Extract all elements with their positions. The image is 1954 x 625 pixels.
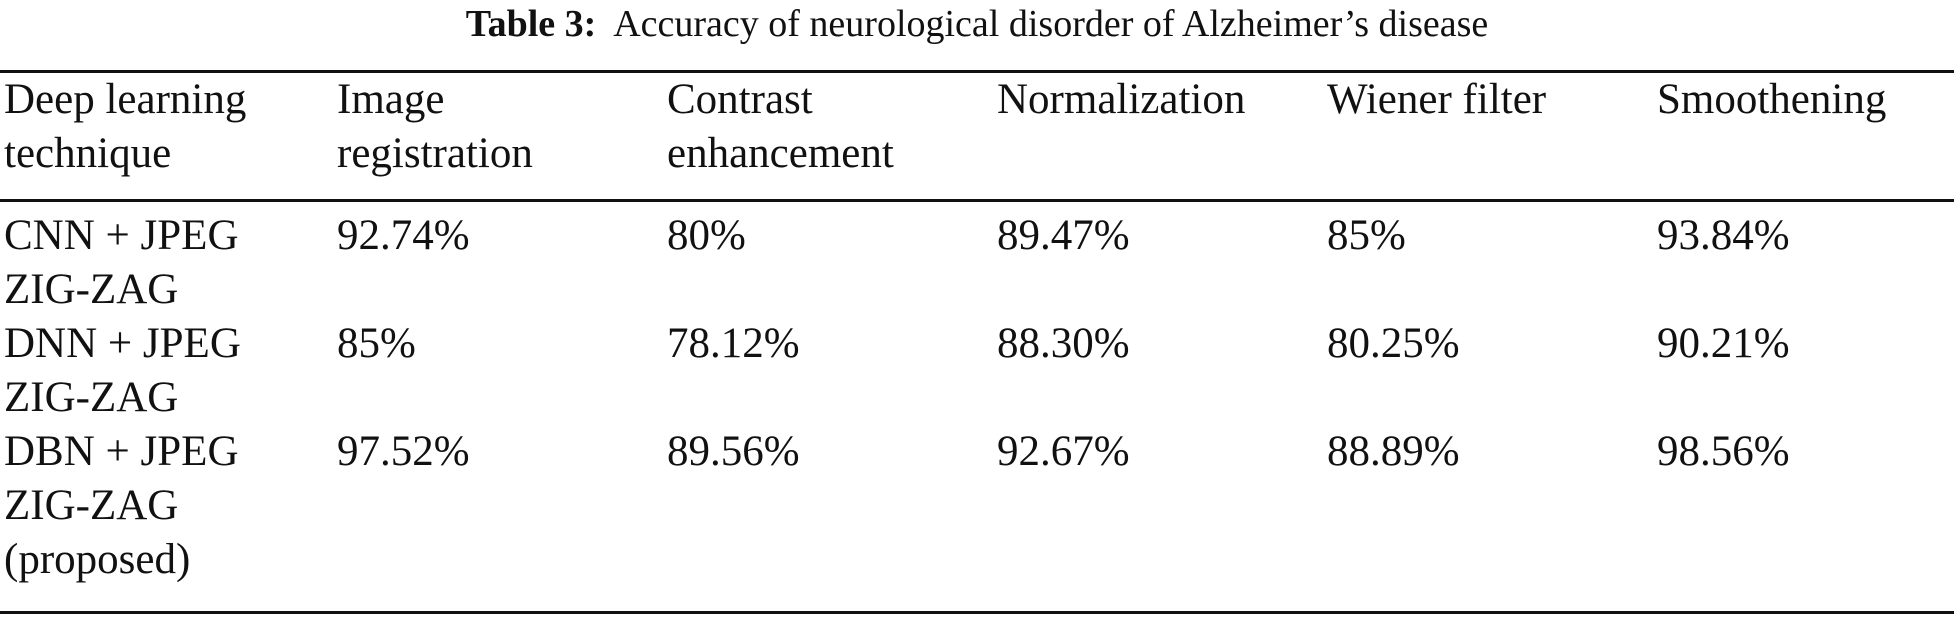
smoothening-cell: 93.84%	[1657, 212, 1790, 259]
header-wiener-filter: Wiener filter	[1327, 76, 1547, 123]
wiener-filter-cell: 88.89%	[1327, 428, 1460, 475]
table-header-rule	[0, 199, 1954, 202]
table-caption-text: Accuracy of neurological disorder of Alz…	[613, 3, 1489, 45]
table-row: CNN + JPEG ZIG-ZAG 92.74% 80% 89.47% 85%…	[0, 199, 1954, 317]
table-bottom-rule	[0, 611, 1954, 614]
contrast-enhancement-cell: 89.56%	[667, 428, 800, 475]
table-caption-label: Table 3:	[465, 3, 597, 45]
normalization-cell: 92.67%	[997, 428, 1130, 475]
table-header-row: Deep learning technique Image registrati…	[0, 73, 1954, 199]
wiener-filter-cell: 85%	[1327, 212, 1406, 259]
header-image-registration: Image registration	[337, 76, 533, 177]
header-normalization: Normalization	[997, 76, 1246, 123]
smoothening-cell: 90.21%	[1657, 320, 1790, 367]
technique-cell: DNN + JPEG ZIG-ZAG	[4, 320, 241, 421]
header-deep-learning-technique: Deep learning technique	[4, 76, 247, 177]
image-registration-cell: 97.52%	[337, 428, 470, 475]
technique-cell: DBN + JPEG ZIG-ZAG (proposed)	[4, 428, 239, 583]
wiener-filter-cell: 80.25%	[1327, 320, 1460, 367]
table-top-rule	[0, 70, 1954, 73]
image-registration-cell: 92.74%	[337, 212, 470, 259]
header-contrast-enhancement: Contrast enhancement	[667, 76, 894, 177]
smoothening-cell: 98.56%	[1657, 428, 1790, 475]
normalization-cell: 89.47%	[997, 212, 1130, 259]
table-caption: Table 3: Accuracy of neurological disord…	[0, 0, 1954, 50]
table-row: DNN + JPEG ZIG-ZAG 85% 78.12% 88.30% 80.…	[0, 317, 1954, 425]
table-row: DBN + JPEG ZIG-ZAG (proposed) 97.52% 89.…	[0, 425, 1954, 625]
accuracy-table: Deep learning technique Image registrati…	[0, 73, 1954, 625]
normalization-cell: 88.30%	[997, 320, 1130, 367]
image-registration-cell: 85%	[337, 320, 416, 367]
header-smoothening: Smoothening	[1657, 76, 1887, 123]
contrast-enhancement-cell: 78.12%	[667, 320, 800, 367]
technique-cell: CNN + JPEG ZIG-ZAG	[4, 212, 239, 313]
contrast-enhancement-cell: 80%	[667, 212, 746, 259]
